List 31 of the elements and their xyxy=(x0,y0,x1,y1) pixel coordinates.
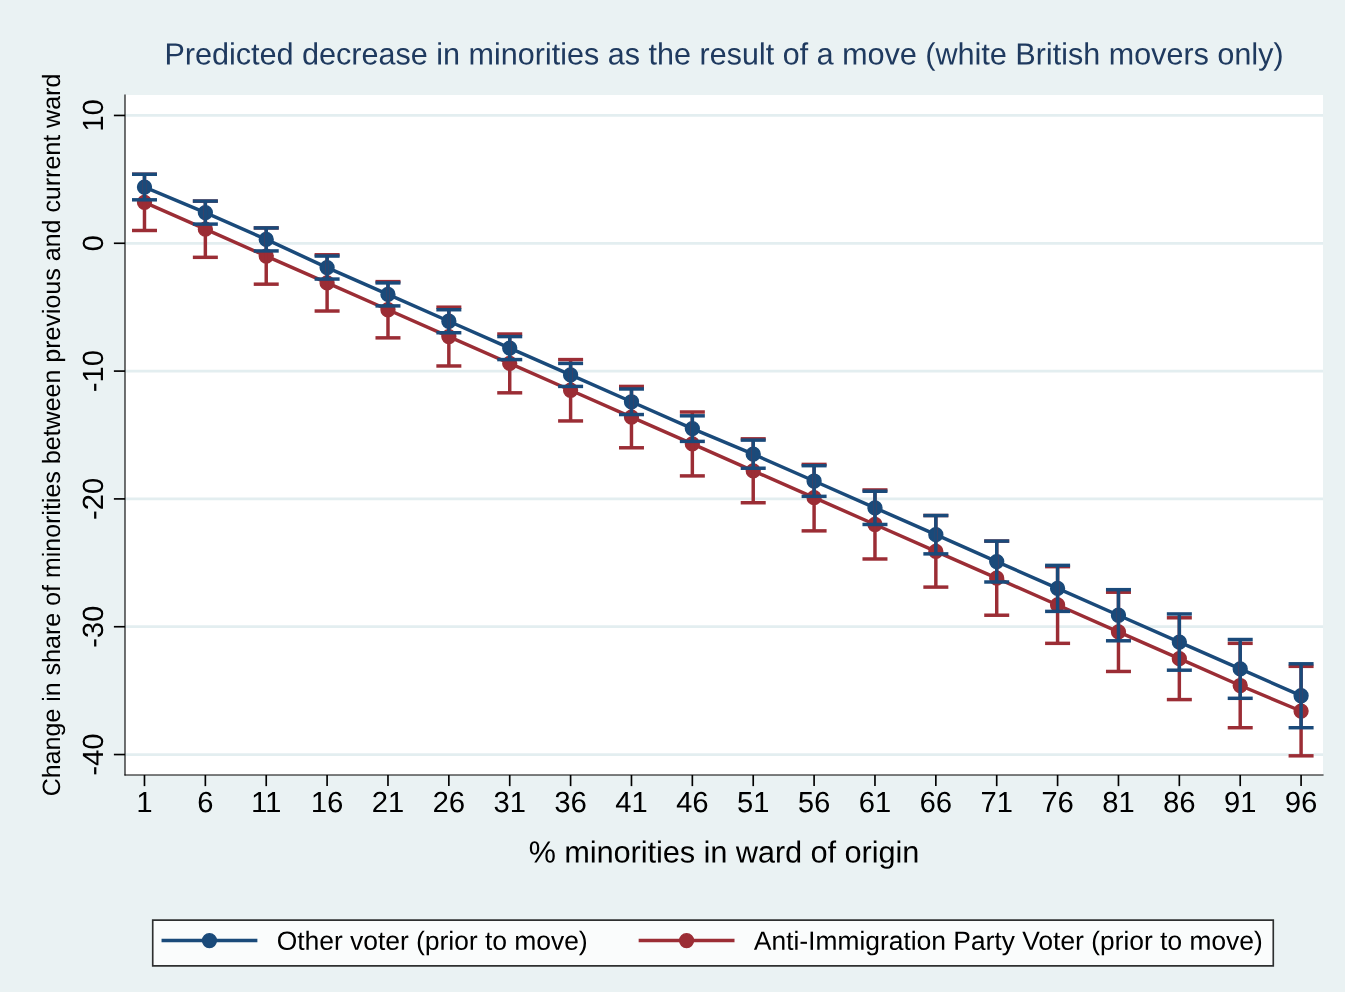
y-tick-label: -40 xyxy=(82,734,104,775)
x-tick-label: 36 xyxy=(555,791,586,813)
y-tick-label: -30 xyxy=(82,606,104,647)
legend-label: Anti-Immigration Party Voter (prior to move) xyxy=(753,930,1262,956)
x-tick-label: 96 xyxy=(1286,791,1317,813)
x-tick-label: 11 xyxy=(253,792,280,813)
x-tick-label: 31 xyxy=(494,791,525,813)
x-tick-label: 16 xyxy=(313,791,343,813)
x-axis-title: % minorities in ward of origin xyxy=(529,840,918,869)
x-tick-label: 66 xyxy=(921,791,951,813)
x-tick-label: 81 xyxy=(1103,791,1134,813)
x-tick-label: 21 xyxy=(373,791,403,813)
y-axis-title: Change in share of minorities between previous and current ward xyxy=(41,75,66,796)
x-tick-label: 51 xyxy=(738,792,769,813)
x-tick-label: 91 xyxy=(1225,791,1256,813)
x-tick-label: 61 xyxy=(860,791,890,813)
y-tick-label: -10 xyxy=(82,351,104,391)
x-tick-label: 76 xyxy=(1042,791,1073,813)
x-tick-label: 26 xyxy=(434,791,464,813)
legend-label: Other voter (prior to move) xyxy=(278,930,587,956)
x-tick-label: 46 xyxy=(676,791,708,813)
x-tick-label: 71 xyxy=(981,792,1012,813)
y-tick-label: -20 xyxy=(82,478,104,519)
chart-title: Predicted decrease in minorities as the result of a move (white British movers only) xyxy=(166,42,1282,71)
y-tick-label: 0 xyxy=(82,236,104,251)
x-tick-label: 6 xyxy=(198,791,213,813)
x-tick-label: 41 xyxy=(615,792,647,813)
y-tick-label: 10 xyxy=(82,100,104,130)
x-tick-label: 86 xyxy=(1164,791,1195,813)
x-tick-label: 56 xyxy=(799,791,830,813)
x-tick-label: 1 xyxy=(138,792,152,813)
